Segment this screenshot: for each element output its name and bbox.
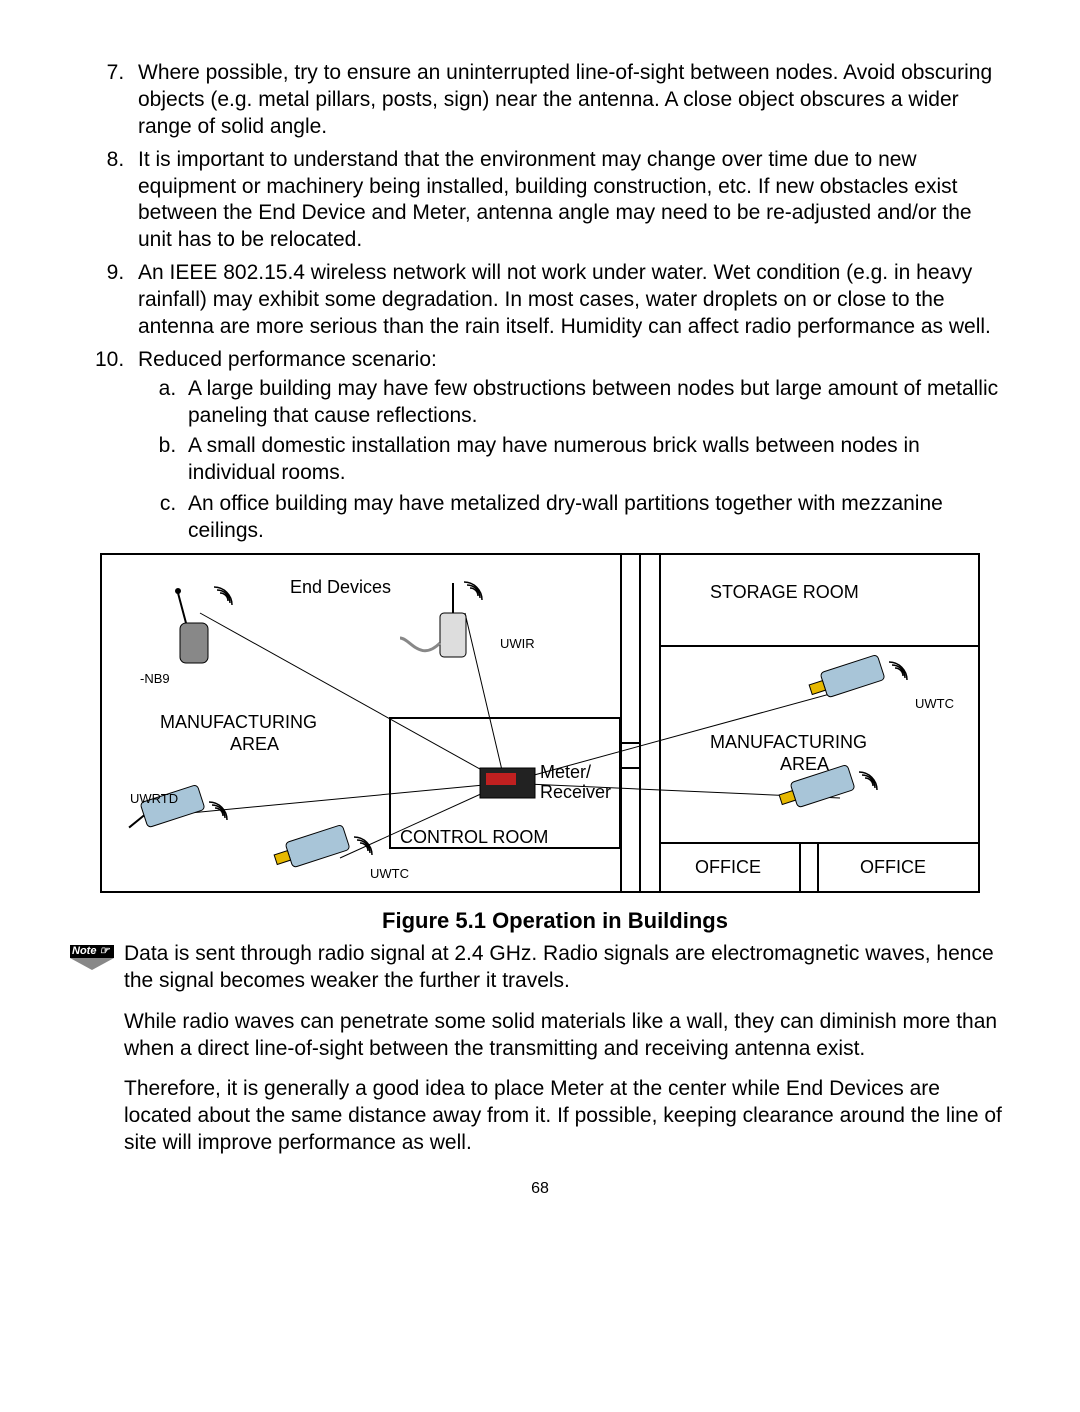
list-item: Where possible, try to ensure an uninter…	[130, 60, 1010, 141]
sub-item: A large building may have few obstructio…	[182, 376, 1010, 430]
svg-text:CONTROL ROOM: CONTROL ROOM	[400, 827, 548, 847]
svg-text:UWTC: UWTC	[915, 696, 954, 711]
figure-caption: Figure 5.1 Operation in Buildings	[100, 907, 1010, 935]
svg-text:AREA: AREA	[230, 734, 279, 754]
list-text: Where possible, try to ensure an uninter…	[138, 61, 992, 138]
list-item: It is important to understand that the e…	[130, 147, 1010, 255]
svg-text:STORAGE ROOM: STORAGE ROOM	[710, 582, 859, 602]
figure-svg: Meter/ Receiver CONTROL ROOM End Devices…	[100, 553, 980, 893]
sub-text: An office building may have metalized dr…	[188, 492, 943, 542]
note-text: Data is sent through radio signal at 2.4…	[124, 941, 1010, 1171]
list-item: An IEEE 802.15.4 wireless network will n…	[130, 260, 1010, 341]
note-badge-text: Note ☞	[70, 945, 114, 958]
sub-item: An office building may have metalized dr…	[182, 491, 1010, 545]
svg-text:Meter/: Meter/	[540, 762, 591, 782]
note-icon: Note ☞	[70, 945, 114, 970]
page-number: 68	[70, 1179, 1010, 1199]
list-text: An IEEE 802.15.4 wireless network will n…	[138, 261, 991, 338]
figure: Meter/ Receiver CONTROL ROOM End Devices…	[100, 553, 1010, 935]
note-para: While radio waves can penetrate some sol…	[124, 1009, 1010, 1063]
list-item: Reduced performance scenario: A large bu…	[130, 347, 1010, 545]
note-para: Data is sent through radio signal at 2.4…	[124, 941, 1010, 995]
svg-text:UWTC: UWTC	[370, 866, 409, 881]
svg-text:OFFICE: OFFICE	[695, 857, 761, 877]
svg-text:End Devices: End Devices	[290, 577, 391, 597]
sub-item: A small domestic installation may have n…	[182, 433, 1010, 487]
note-block: Note ☞ Data is sent through radio signal…	[70, 941, 1010, 1171]
svg-text:Receiver: Receiver	[540, 782, 611, 802]
list-text: Reduced performance scenario:	[138, 348, 437, 371]
svg-text:UWRTD: UWRTD	[130, 791, 178, 806]
list-text: It is important to understand that the e…	[138, 148, 972, 252]
sub-list: A large building may have few obstructio…	[138, 376, 1010, 545]
svg-text:UWIR: UWIR	[500, 636, 535, 651]
note-para: Therefore, it is generally a good idea t…	[124, 1076, 1010, 1157]
svg-text:AREA: AREA	[780, 754, 829, 774]
svg-text:MANUFACTURING: MANUFACTURING	[160, 712, 317, 732]
sub-text: A large building may have few obstructio…	[188, 377, 998, 427]
numbered-list: Where possible, try to ensure an uninter…	[70, 60, 1010, 545]
svg-text:MANUFACTURING: MANUFACTURING	[710, 732, 867, 752]
svg-text:OFFICE: OFFICE	[860, 857, 926, 877]
sub-text: A small domestic installation may have n…	[188, 434, 920, 484]
svg-text:-NB9: -NB9	[140, 671, 170, 686]
